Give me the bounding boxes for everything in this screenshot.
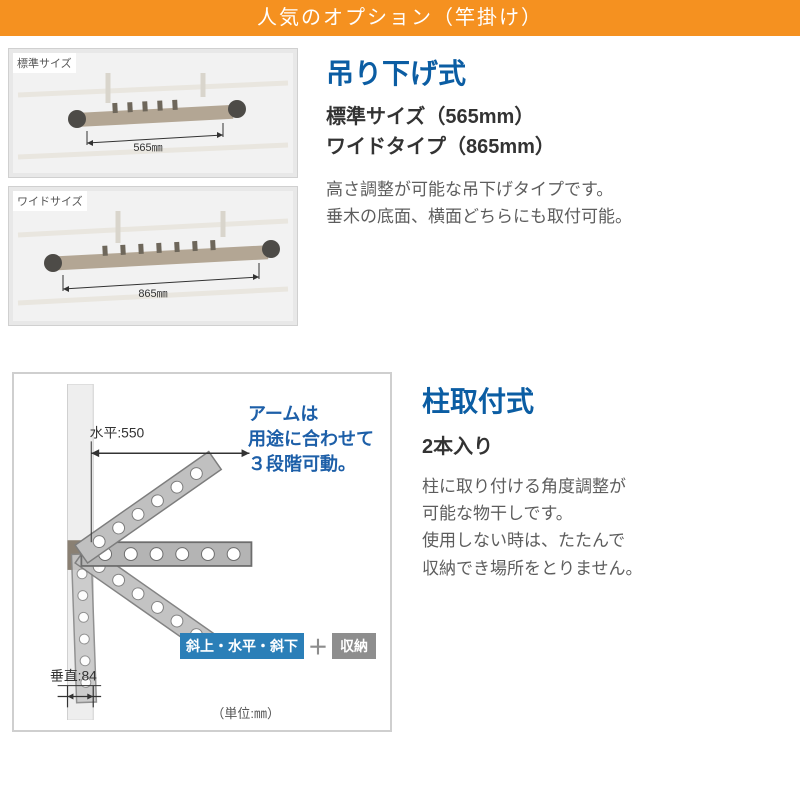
section-hanging: 標準サイズ bbox=[0, 36, 800, 334]
pillar-diagram-col: 水平:550 垂直:84 アームは 用途に合わせて ３段階可動。 bbox=[12, 372, 392, 732]
svg-text:565㎜: 565㎜ bbox=[133, 142, 162, 154]
badge-storage: 収納 bbox=[332, 633, 376, 659]
header-title: 人気のオプション（竿掛け） bbox=[257, 7, 543, 29]
hanging-spec2: ワイドタイプ（865mm） bbox=[326, 132, 632, 162]
plus-icon: ＋ bbox=[308, 631, 328, 660]
hanger-wide-icon: 865㎜ bbox=[13, 211, 293, 321]
figure-standard: 標準サイズ bbox=[8, 48, 298, 178]
pillar-diagram-box: 水平:550 垂直:84 アームは 用途に合わせて ３段階可動。 bbox=[12, 372, 392, 732]
hanging-text-col: 吊り下げ式 標準サイズ（565mm） ワイドタイプ（865mm） 高さ調整が可能… bbox=[298, 48, 632, 334]
arm-text-3: ３段階可動。 bbox=[248, 454, 356, 474]
svg-text:865㎜: 865㎜ bbox=[138, 288, 167, 300]
svg-text:水平:550: 水平:550 bbox=[90, 424, 145, 440]
hanger-standard-icon: 565㎜ bbox=[13, 73, 293, 173]
hanging-spec1: 標準サイズ（565mm） bbox=[326, 102, 632, 132]
figure-wide-label: ワイドサイズ bbox=[13, 191, 87, 211]
hanging-heading: 吊り下げ式 bbox=[326, 52, 632, 92]
badge-row: 斜上・水平・斜下 ＋ 収納 bbox=[180, 631, 376, 660]
pillar-heading: 柱取付式 bbox=[422, 380, 643, 420]
hanging-desc: 高さ調整が可能な吊下げタイプです。 垂木の底面、横面どちらにも取付可能。 bbox=[326, 176, 632, 230]
section-pillar: 水平:550 垂直:84 アームは 用途に合わせて ３段階可動。 bbox=[0, 334, 800, 732]
arm-text-2: 用途に合わせて bbox=[248, 429, 374, 449]
badge-positions: 斜上・水平・斜下 bbox=[180, 633, 304, 659]
pillar-text-col: 柱取付式 2本入り 柱に取り付ける角度調整が 可能な物干しです。 使用しない時は… bbox=[392, 372, 643, 732]
pillar-desc: 柱に取り付ける角度調整が 可能な物干しです。 使用しない時は、たたんで 収納でき… bbox=[422, 473, 643, 582]
arm-text: アームは 用途に合わせて ３段階可動。 bbox=[248, 402, 374, 478]
figure-standard-label: 標準サイズ bbox=[13, 53, 76, 73]
svg-text:垂直:84: 垂直:84 bbox=[50, 668, 97, 684]
unit-label: （単位:㎜） bbox=[211, 703, 280, 722]
header-band: 人気のオプション（竿掛け） bbox=[0, 0, 800, 36]
figure-wide: ワイドサイズ bbox=[8, 186, 298, 326]
hanging-figure-col: 標準サイズ bbox=[8, 48, 298, 334]
arm-text-1: アームは bbox=[248, 404, 318, 424]
pillar-subhead: 2本入り bbox=[422, 430, 643, 459]
